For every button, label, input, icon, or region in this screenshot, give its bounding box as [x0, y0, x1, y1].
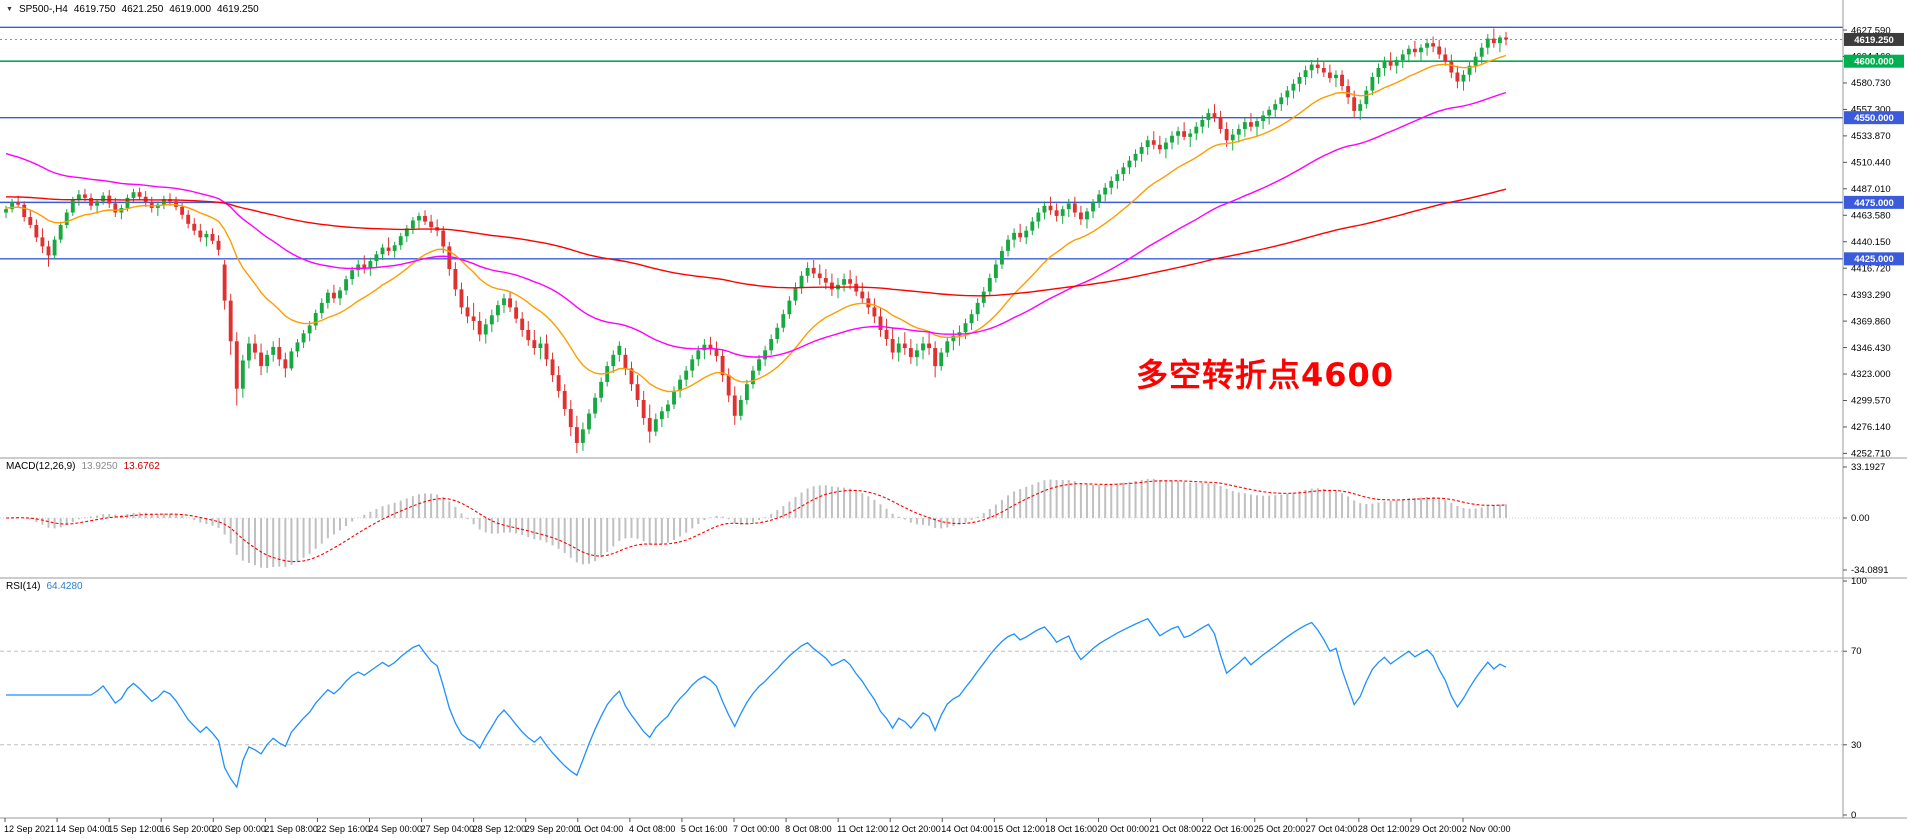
symbol-timeframe-label: SP500-,H4 — [18, 4, 68, 15]
svg-text:-34.0891: -34.0891 — [1851, 565, 1889, 576]
svg-text:8 Oct 08:00: 8 Oct 08:00 — [785, 824, 832, 834]
svg-text:7 Oct 00:00: 7 Oct 00:00 — [733, 824, 780, 834]
svg-text:70: 70 — [1851, 646, 1862, 657]
svg-text:4557.300: 4557.300 — [1851, 105, 1891, 116]
svg-text:25 Oct 20:00: 25 Oct 20:00 — [1254, 824, 1306, 834]
svg-text:11 Oct 12:00: 11 Oct 12:00 — [837, 824, 888, 834]
macd-main-value: 13.9250 — [81, 461, 118, 472]
svg-text:22 Sep 16:00: 22 Sep 16:00 — [316, 824, 370, 834]
svg-text:28 Oct 12:00: 28 Oct 12:00 — [1358, 824, 1410, 834]
svg-text:30: 30 — [1851, 740, 1862, 751]
svg-text:0.00: 0.00 — [1851, 513, 1870, 524]
svg-text:12 Sep 2021: 12 Sep 2021 — [4, 824, 55, 834]
symbol-ohlc-bar: ▼ SP500-,H4 4619.750 4621.250 4619.000 4619.2… — [6, 4, 265, 15]
macd-name: MACD(12,26,9) — [6, 461, 76, 472]
svg-text:21 Sep 08:00: 21 Sep 08:00 — [264, 824, 318, 834]
svg-text:14 Oct 04:00: 14 Oct 04:00 — [941, 824, 993, 834]
horizontal-lines[interactable] — [0, 26, 1843, 260]
svg-text:29 Oct 20:00: 29 Oct 20:00 — [1410, 824, 1462, 834]
svg-text:15 Sep 12:00: 15 Sep 12:00 — [108, 824, 162, 834]
moving-average-lines — [5, 54, 1507, 393]
svg-text:21 Oct 08:00: 21 Oct 08:00 — [1150, 824, 1202, 834]
candlesticks[interactable] — [4, 28, 1508, 454]
svg-text:4600.000: 4600.000 — [1854, 57, 1894, 68]
svg-text:28 Sep 12:00: 28 Sep 12:00 — [473, 824, 527, 834]
ohlc-low: 4619.000 — [169, 4, 212, 15]
svg-text:4276.140: 4276.140 — [1851, 422, 1891, 433]
svg-text:5 Oct 16:00: 5 Oct 16:00 — [681, 824, 728, 834]
svg-text:0: 0 — [1851, 810, 1856, 821]
slow-ma-line — [5, 188, 1507, 297]
svg-text:4346.430: 4346.430 — [1851, 343, 1891, 354]
svg-text:4393.290: 4393.290 — [1851, 290, 1891, 301]
svg-text:4252.710: 4252.710 — [1851, 449, 1891, 460]
svg-text:4580.730: 4580.730 — [1851, 78, 1891, 89]
ohlc-high: 4621.250 — [121, 4, 164, 15]
svg-text:16 Sep 20:00: 16 Sep 20:00 — [160, 824, 214, 834]
svg-text:100: 100 — [1851, 576, 1867, 587]
price-badge — [1844, 54, 1904, 68]
rsi-value: 64.4280 — [46, 581, 83, 592]
svg-text:29 Sep 20:00: 29 Sep 20:00 — [525, 824, 579, 834]
svg-text:14 Sep 04:00: 14 Sep 04:00 — [56, 824, 110, 834]
svg-text:4475.000: 4475.000 — [1854, 198, 1894, 209]
macd-indicator-label: MACD(12,26,9) 13.9250 13.6762 — [6, 461, 166, 472]
price-badge — [1844, 32, 1904, 46]
svg-text:2 Nov 00:00: 2 Nov 00:00 — [1462, 824, 1511, 834]
svg-text:4425.000: 4425.000 — [1854, 254, 1894, 265]
svg-text:15 Oct 12:00: 15 Oct 12:00 — [993, 824, 1045, 834]
fast-ma-line — [5, 54, 1507, 393]
svg-text:27 Sep 04:00: 27 Sep 04:00 — [421, 824, 475, 834]
mid-ma-line — [5, 91, 1507, 358]
price-axis[interactable]: 4627.5904604.1604580.7304557.3004533.870… — [1843, 25, 1904, 821]
svg-text:12 Oct 20:00: 12 Oct 20:00 — [889, 824, 941, 834]
ohlc-open: 4619.750 — [73, 4, 116, 15]
rsi-name: RSI(14) — [6, 581, 41, 592]
price-badge — [1844, 111, 1904, 125]
svg-text:20 Sep 00:00: 20 Sep 00:00 — [212, 824, 266, 834]
svg-text:4440.150: 4440.150 — [1851, 237, 1891, 248]
svg-text:4323.000: 4323.000 — [1851, 369, 1891, 380]
macd-histogram — [11, 478, 1507, 568]
svg-text:27 Oct 04:00: 27 Oct 04:00 — [1306, 824, 1358, 834]
svg-text:4550.000: 4550.000 — [1854, 113, 1894, 124]
macd-signal-line — [5, 480, 1507, 563]
price-badge — [1844, 195, 1904, 209]
svg-text:4416.720: 4416.720 — [1851, 263, 1891, 274]
svg-text:4619.250: 4619.250 — [1854, 35, 1894, 46]
svg-text:33.1927: 33.1927 — [1851, 462, 1885, 473]
svg-text:4299.570: 4299.570 — [1851, 396, 1891, 407]
svg-text:4487.010: 4487.010 — [1851, 184, 1891, 195]
rsi-line — [6, 617, 1507, 789]
svg-text:18 Oct 16:00: 18 Oct 16:00 — [1045, 824, 1097, 834]
svg-text:4510.440: 4510.440 — [1851, 158, 1891, 169]
svg-text:1 Oct 04:00: 1 Oct 04:00 — [577, 824, 624, 834]
chart-dropdown-icon: ▼ — [6, 6, 13, 13]
rsi-indicator-label: RSI(14) 64.4280 — [6, 581, 89, 592]
svg-text:4369.860: 4369.860 — [1851, 316, 1891, 327]
svg-text:4463.580: 4463.580 — [1851, 210, 1891, 221]
svg-text:4627.590: 4627.590 — [1851, 25, 1891, 36]
svg-text:20 Oct 00:00: 20 Oct 00:00 — [1098, 824, 1150, 834]
ohlc-close: 4619.250 — [217, 4, 259, 15]
svg-text:22 Oct 16:00: 22 Oct 16:00 — [1202, 824, 1254, 834]
svg-text:4 Oct 08:00: 4 Oct 08:00 — [629, 824, 676, 834]
svg-text:24 Sep 00:00: 24 Sep 00:00 — [369, 824, 423, 834]
chart-annotation[interactable]: 多空转折点4600 — [1136, 356, 1395, 394]
svg-text:4533.870: 4533.870 — [1851, 131, 1891, 142]
macd-signal-value: 13.6762 — [123, 461, 160, 472]
price-badge — [1844, 252, 1904, 266]
